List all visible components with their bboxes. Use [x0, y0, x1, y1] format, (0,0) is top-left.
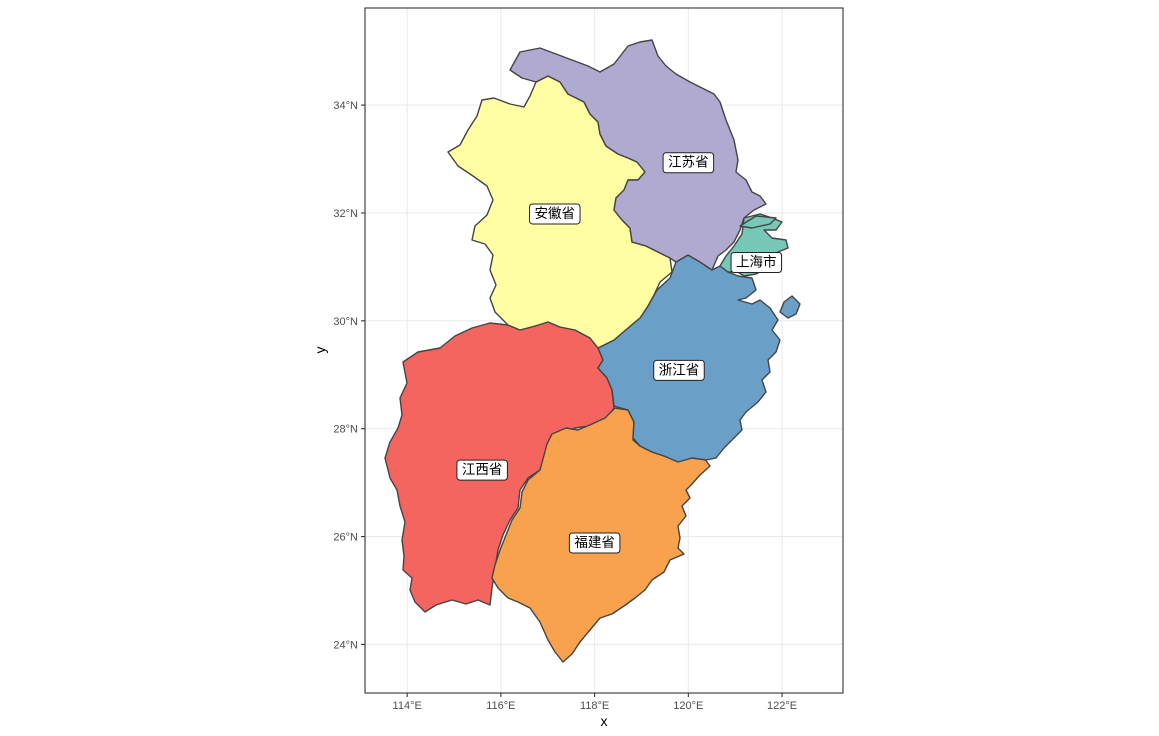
province-label-text-4: 江西省	[462, 462, 503, 478]
y-tick-label-4: 32°N	[333, 208, 358, 220]
province-label-box-5	[568, 532, 621, 554]
province-label-box-3	[653, 359, 705, 381]
province-label-box-4	[456, 459, 508, 481]
province-label-text-3: 浙江省	[659, 362, 700, 378]
province-label-2: 上海市	[730, 252, 783, 274]
province-label-text-1: 安徽省	[535, 206, 576, 222]
y-axis: 24°N 26°N 28°N 30°N 32°N 34°N	[333, 100, 365, 651]
panel-border	[364, 7, 844, 694]
x-axis: 114°E 116°E 118°E 120°E 122°E	[393, 693, 797, 712]
x-axis-title: x	[601, 713, 608, 729]
province-label-text-2: 上海市	[736, 254, 777, 271]
x-tick-label-1: 116°E	[486, 700, 515, 712]
island-chongming	[739, 215, 777, 229]
y-tick-label-5: 34°N	[333, 100, 358, 112]
province-label-3: 浙江省	[653, 359, 705, 381]
province-label-box-0	[662, 152, 715, 174]
province-label-box-1	[529, 203, 581, 225]
x-tick-label-2: 118°E	[580, 700, 609, 712]
y-axis-title: y	[312, 347, 328, 354]
y-tick-label-3: 30°N	[333, 316, 358, 328]
province-label-4: 江西省	[456, 459, 508, 481]
province-label-5: 福建省	[568, 532, 621, 554]
province-label-1: 安徽省	[529, 203, 581, 225]
x-tick-label-4: 122°E	[767, 700, 797, 712]
y-tick-label-2: 28°N	[333, 424, 358, 436]
province-label-text-5: 福建省	[574, 535, 615, 551]
island-zhoushan	[779, 295, 801, 319]
region-jiangsu	[509, 39, 767, 271]
province-label-box-2	[730, 252, 783, 274]
y-tick-label-1: 26°N	[333, 532, 358, 544]
province-label-0: 江苏省	[662, 152, 715, 174]
x-tick-label-0: 114°E	[393, 700, 422, 712]
province-label-text-0: 江苏省	[668, 155, 709, 171]
y-tick-label-0: 24°N	[333, 639, 358, 651]
x-tick-label-3: 120°E	[673, 700, 703, 712]
